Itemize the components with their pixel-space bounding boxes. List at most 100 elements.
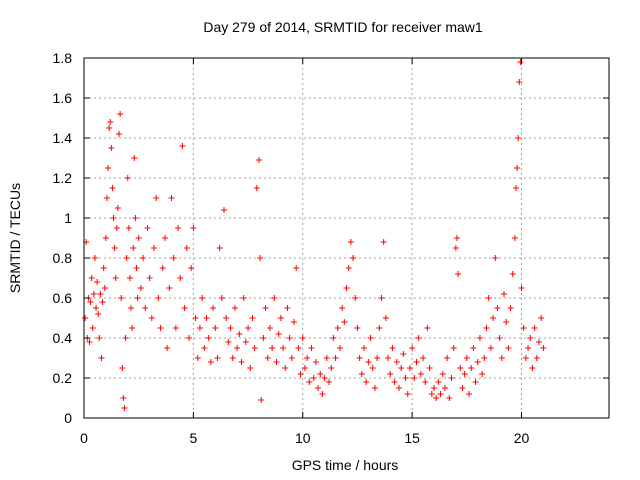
data-point xyxy=(321,375,328,381)
data-point xyxy=(341,319,348,325)
data-point xyxy=(441,385,448,391)
data-point xyxy=(227,325,234,331)
data-point xyxy=(199,295,206,301)
data-point xyxy=(258,397,265,403)
data-point xyxy=(229,355,236,361)
data-point xyxy=(107,119,114,125)
data-point xyxy=(99,299,106,305)
y-tick-label: 0.2 xyxy=(53,370,73,386)
data-point xyxy=(455,271,462,277)
data-point xyxy=(422,379,429,385)
data-point xyxy=(275,331,282,337)
grid-lines xyxy=(84,58,609,418)
y-tick-label: 0.6 xyxy=(53,290,73,306)
data-point xyxy=(402,375,409,381)
data-point xyxy=(109,185,116,191)
data-point xyxy=(363,379,370,385)
data-point xyxy=(207,359,214,365)
data-point xyxy=(188,265,195,271)
data-point xyxy=(487,345,494,351)
data-point xyxy=(97,291,104,297)
data-point xyxy=(175,225,182,231)
data-point xyxy=(159,265,166,271)
data-point xyxy=(312,359,319,365)
data-point xyxy=(123,255,130,261)
data-point xyxy=(378,295,385,301)
data-point xyxy=(297,371,304,377)
data-point xyxy=(284,305,291,311)
data-point xyxy=(157,325,164,331)
data-point xyxy=(245,325,252,331)
data-point xyxy=(140,255,147,261)
data-point xyxy=(95,311,102,317)
data-point xyxy=(483,325,490,331)
data-point xyxy=(431,385,437,391)
data-point xyxy=(103,195,110,201)
data-point xyxy=(186,335,192,341)
data-point xyxy=(203,315,210,321)
data-point xyxy=(277,315,284,321)
data-point xyxy=(295,345,302,351)
data-point xyxy=(317,371,324,377)
data-point xyxy=(262,305,269,311)
plot-frame xyxy=(83,57,610,419)
data-point xyxy=(413,359,420,365)
x-tick-label: 0 xyxy=(80,430,88,446)
data-point xyxy=(299,335,306,341)
data-point xyxy=(148,315,155,321)
data-point xyxy=(124,175,131,181)
data-point xyxy=(114,205,121,211)
data-point xyxy=(538,315,545,321)
data-point xyxy=(513,185,520,191)
data-point xyxy=(479,371,486,377)
data-point xyxy=(428,391,435,397)
y-tick-label: 1.8 xyxy=(53,50,73,66)
data-point xyxy=(196,325,203,331)
data-point xyxy=(177,275,184,281)
data-point xyxy=(396,385,402,391)
data-point xyxy=(225,339,232,345)
y-tick-label: 1 xyxy=(64,210,72,226)
y-tick-label: 0.4 xyxy=(53,330,73,346)
data-point xyxy=(116,131,122,137)
data-point xyxy=(536,339,542,345)
data-point xyxy=(271,295,278,301)
data-point xyxy=(125,225,132,231)
data-point xyxy=(251,345,258,351)
data-point xyxy=(91,255,98,261)
data-point xyxy=(518,285,525,291)
data-point xyxy=(183,245,190,251)
data-point xyxy=(87,299,94,305)
data-point xyxy=(164,345,171,351)
data-point xyxy=(129,325,136,331)
data-point xyxy=(102,235,109,241)
data-point xyxy=(345,265,352,271)
data-point xyxy=(210,305,217,311)
data-point xyxy=(517,59,524,65)
data-point xyxy=(461,371,468,377)
data-point xyxy=(151,245,157,251)
x-tick-label: 10 xyxy=(295,430,311,446)
data-point xyxy=(223,315,230,321)
data-point xyxy=(511,235,518,241)
data-point xyxy=(286,335,293,341)
data-point xyxy=(105,165,112,171)
data-point xyxy=(494,305,501,311)
data-point xyxy=(385,355,392,361)
data-point xyxy=(194,355,201,361)
data-point xyxy=(119,365,126,371)
data-point xyxy=(485,295,492,301)
y-tick-label: 1.6 xyxy=(53,90,73,106)
data-point xyxy=(433,395,440,401)
data-point xyxy=(450,345,457,351)
data-point xyxy=(515,135,522,141)
data-point xyxy=(264,355,271,361)
data-point xyxy=(108,145,115,151)
data-point xyxy=(409,345,416,351)
data-point xyxy=(170,255,177,261)
data-point xyxy=(420,355,427,361)
data-point xyxy=(153,195,160,201)
data-point xyxy=(166,285,173,291)
data-point xyxy=(132,215,139,221)
